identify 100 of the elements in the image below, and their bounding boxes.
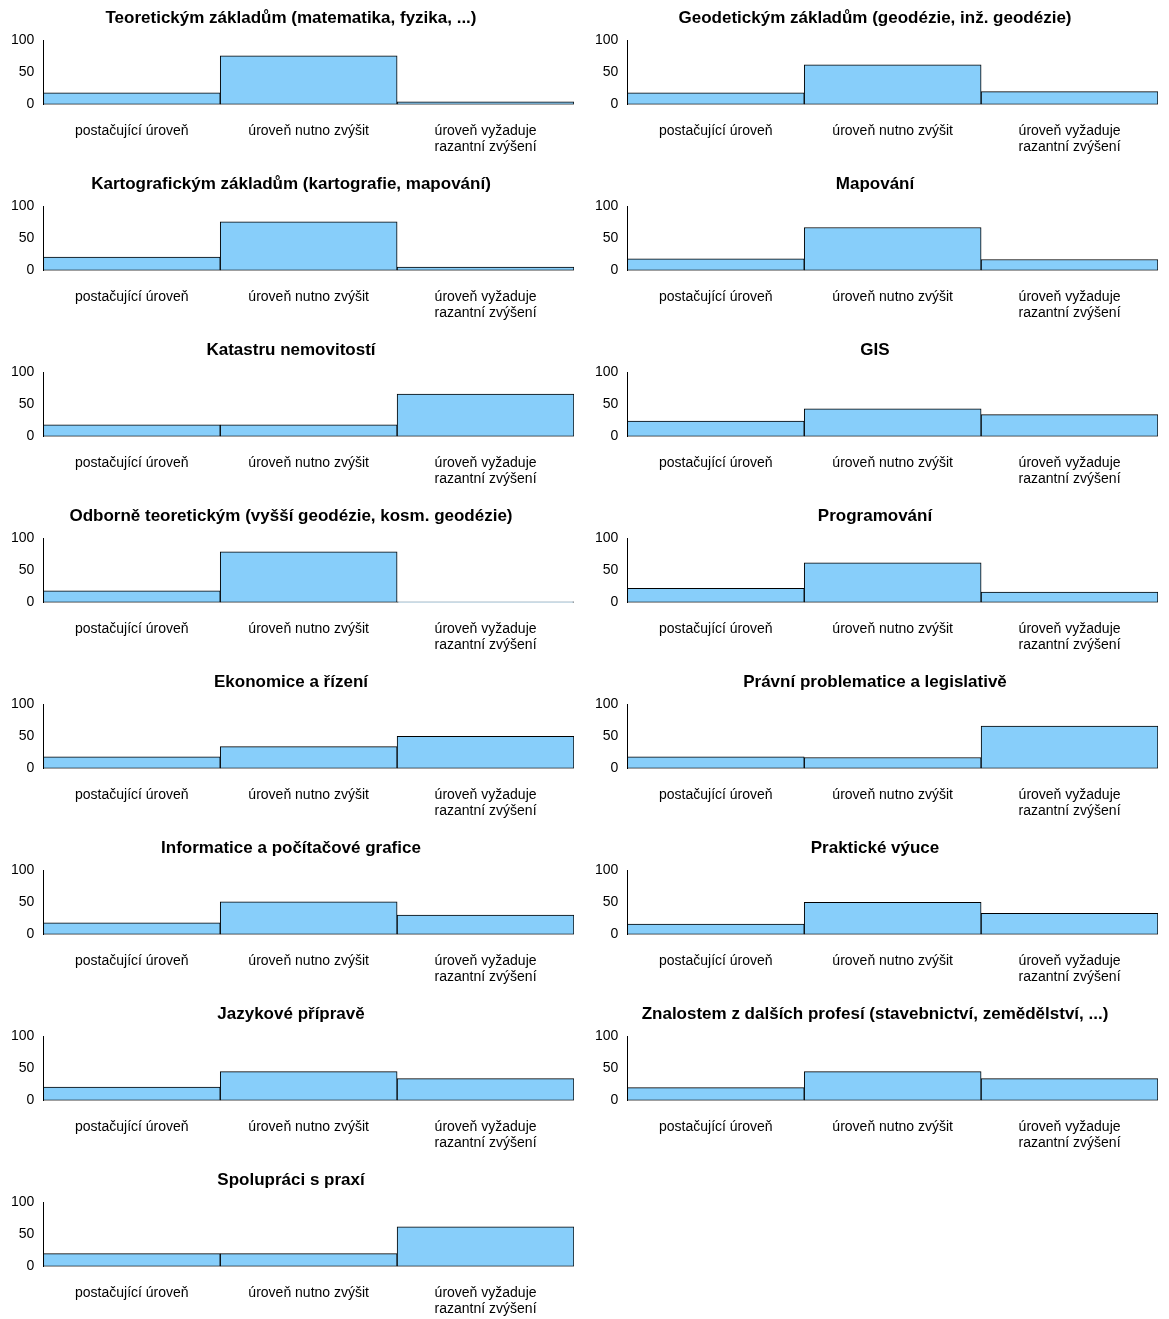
x-tick-label: postačující úroveň [658,287,773,304]
x-tick-label: úroveň vyžaduje razantní zvýšení [1018,287,1121,321]
y-tick-label: 50 [18,727,35,744]
x-tick-label: úroveň nutno zvýšit [248,1283,370,1300]
y-tick-label: 0 [26,593,35,610]
y-tick-label: 100 [595,31,619,48]
y-tick-label: 0 [26,261,35,278]
x-tick-label: postačující úroveň [74,1283,189,1300]
chart-title: Právní problematice a legislativě [743,671,1007,691]
chart-title: GIS [860,339,890,359]
y-tick-label: 100 [11,529,35,546]
chart-title: Geodetickým základům (geodézie, inž. geodézie) [678,7,1072,27]
x-tick-label: úroveň nutno zvýšit [248,785,370,802]
x-tick-label: úroveň nutno zvýšit [832,951,954,968]
y-tick-label: 0 [610,261,619,278]
x-tick-label: úroveň vyžaduje razantní zvýšení [434,619,537,653]
y-tick-label: 0 [610,1091,619,1108]
x-tick-label: postačující úroveň [658,951,773,968]
y-tick-label: 0 [26,1257,35,1274]
y-tick-label: 100 [595,695,619,712]
y-tick-label: 0 [26,95,35,112]
x-tick-label: úroveň nutno zvýšit [248,951,370,968]
y-tick-label: 0 [26,759,35,776]
chart-title: Odborně teoretickým (vyšší geodézie, kosm. geodézie) [69,505,513,525]
chart-title: Jazykové přípravě [217,1003,365,1023]
x-tick-label: postačující úroveň [74,453,189,470]
x-tick-label: úroveň nutno zvýšit [832,619,954,636]
x-tick-label: úroveň nutno zvýšit [248,287,370,304]
x-tick-label: úroveň nutno zvýšit [248,121,370,138]
x-tick-label: postačující úroveň [658,1117,773,1134]
chart-title: Programování [817,505,934,525]
chart-title: Praktické výuce [810,837,940,857]
chart-title: Katastru nemovitostí [206,339,377,359]
y-tick-label: 50 [18,893,35,910]
y-tick-label: 0 [610,593,619,610]
x-tick-label: úroveň vyžaduje razantní zvýšení [434,785,537,819]
y-tick-label: 50 [602,727,619,744]
y-tick-label: 100 [11,1193,35,1210]
y-tick-label: 100 [11,197,35,214]
x-tick-label: úroveň vyžaduje razantní zvýšení [1018,951,1121,985]
y-tick-label: 50 [18,561,35,578]
x-tick-label: úroveň nutno zvýšit [248,619,370,636]
chart-title: Informatice a počítačové grafice [161,837,421,857]
x-tick-label: úroveň vyžaduje razantní zvýšení [434,287,537,321]
x-tick-label: úroveň nutno zvýšit [832,1117,954,1134]
x-tick-label: postačující úroveň [74,287,189,304]
y-tick-label: 100 [11,31,35,48]
y-tick-label: 50 [602,893,619,910]
chart-title: Teoretickým základům (matematika, fyzika, ...) [105,7,477,27]
y-tick-label: 50 [602,1059,619,1076]
chart-title: Kartografickým základům (kartografie, mapování) [91,173,491,193]
x-tick-label: úroveň vyžaduje razantní zvýšení [434,1283,537,1317]
x-tick-label: úroveň nutno zvýšit [832,453,954,470]
x-tick-label: úroveň vyžaduje razantní zvýšení [1018,785,1121,819]
x-tick-label: postačující úroveň [658,121,773,138]
y-tick-label: 0 [610,95,619,112]
y-tick-label: 100 [11,861,35,878]
y-tick-label: 50 [18,63,35,80]
y-tick-label: 0 [26,925,35,942]
x-tick-label: postačující úroveň [74,1117,189,1134]
y-tick-label: 50 [18,395,35,412]
x-tick-label: úroveň vyžaduje razantní zvýšení [434,1117,537,1151]
y-tick-label: 100 [11,363,35,380]
y-tick-label: 0 [26,1091,35,1108]
y-tick-label: 0 [26,427,35,444]
y-tick-label: 50 [602,561,619,578]
x-tick-label: úroveň vyžaduje razantní zvýšení [434,453,537,487]
x-tick-label: úroveň vyžaduje razantní zvýšení [1018,1117,1121,1151]
x-tick-label: úroveň vyžaduje razantní zvýšení [434,121,537,155]
x-tick-label: postačující úroveň [658,785,773,802]
y-tick-label: 50 [602,229,619,246]
y-tick-label: 100 [11,1027,35,1044]
x-tick-label: úroveň vyžaduje razantní zvýšení [1018,121,1121,155]
y-tick-label: 50 [18,1225,35,1242]
y-tick-label: 100 [595,1027,619,1044]
x-tick-label: úroveň vyžaduje razantní zvýšení [1018,453,1121,487]
x-tick-label: postačující úroveň [658,619,773,636]
x-tick-label: postačující úroveň [74,785,189,802]
chart-title: Znalostem z dalších profesí (stavebnictví, zemědělství, ...) [641,1003,1109,1023]
y-tick-label: 0 [610,925,619,942]
y-tick-label: 100 [11,695,35,712]
y-tick-label: 50 [602,63,619,80]
x-tick-label: úroveň nutno zvýšit [832,287,954,304]
x-tick-label: postačující úroveň [74,951,189,968]
x-tick-label: úroveň nutno zvýšit [832,785,954,802]
x-tick-label: postačující úroveň [658,453,773,470]
x-tick-label: postačující úroveň [74,619,189,636]
y-tick-label: 100 [595,197,619,214]
y-tick-label: 100 [595,529,619,546]
y-tick-label: 0 [610,759,619,776]
chart-title: Ekonomice a řízení [214,671,370,691]
x-tick-label: úroveň vyžaduje razantní zvýšení [434,951,537,985]
y-tick-label: 50 [18,1059,35,1076]
x-tick-label: úroveň nutno zvýšit [248,453,370,470]
x-tick-label: úroveň nutno zvýšit [248,1117,370,1134]
chart-title: Mapování [835,173,916,193]
y-tick-label: 0 [610,427,619,444]
x-tick-label: úroveň nutno zvýšit [832,121,954,138]
y-tick-label: 50 [602,395,619,412]
y-tick-label: 100 [595,363,619,380]
